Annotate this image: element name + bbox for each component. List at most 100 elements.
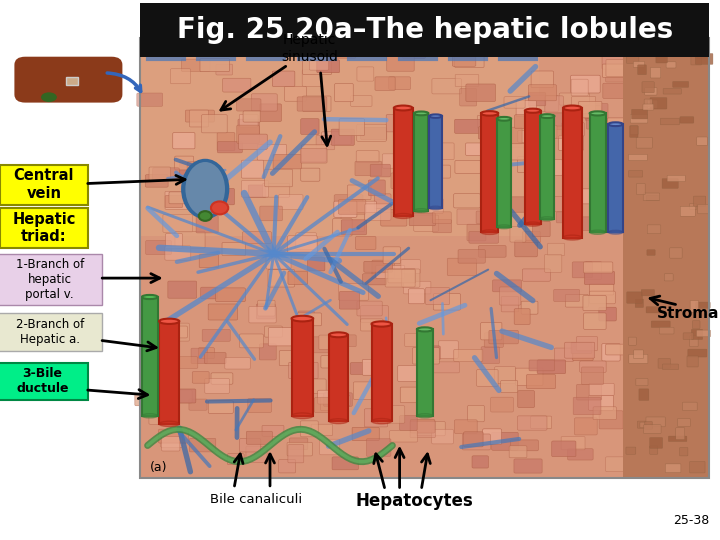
FancyBboxPatch shape: [514, 459, 542, 473]
FancyBboxPatch shape: [301, 168, 320, 181]
FancyBboxPatch shape: [602, 53, 626, 69]
Ellipse shape: [159, 319, 179, 324]
FancyBboxPatch shape: [145, 175, 168, 187]
FancyBboxPatch shape: [541, 160, 562, 176]
FancyBboxPatch shape: [355, 161, 382, 176]
FancyBboxPatch shape: [302, 70, 322, 86]
FancyBboxPatch shape: [557, 212, 581, 223]
FancyBboxPatch shape: [608, 118, 632, 130]
FancyBboxPatch shape: [410, 136, 431, 154]
FancyBboxPatch shape: [416, 422, 445, 436]
FancyBboxPatch shape: [555, 126, 582, 138]
FancyBboxPatch shape: [661, 40, 672, 50]
FancyBboxPatch shape: [426, 287, 450, 305]
FancyBboxPatch shape: [590, 284, 613, 295]
FancyBboxPatch shape: [323, 393, 352, 406]
FancyBboxPatch shape: [243, 111, 261, 122]
FancyBboxPatch shape: [238, 134, 267, 150]
FancyBboxPatch shape: [320, 439, 340, 455]
FancyBboxPatch shape: [504, 97, 525, 108]
FancyBboxPatch shape: [423, 132, 443, 149]
FancyBboxPatch shape: [413, 348, 439, 364]
Bar: [608, 124, 623, 232]
Ellipse shape: [292, 413, 313, 418]
FancyBboxPatch shape: [406, 166, 436, 182]
FancyBboxPatch shape: [649, 437, 662, 448]
FancyBboxPatch shape: [200, 58, 230, 72]
FancyBboxPatch shape: [572, 96, 595, 113]
FancyBboxPatch shape: [476, 211, 497, 224]
FancyBboxPatch shape: [269, 328, 295, 346]
Ellipse shape: [481, 111, 498, 116]
FancyBboxPatch shape: [518, 416, 547, 430]
FancyBboxPatch shape: [481, 322, 502, 340]
FancyBboxPatch shape: [650, 98, 667, 109]
FancyBboxPatch shape: [687, 356, 698, 367]
FancyBboxPatch shape: [454, 349, 483, 361]
FancyBboxPatch shape: [698, 38, 709, 46]
FancyBboxPatch shape: [284, 86, 306, 101]
FancyBboxPatch shape: [626, 447, 636, 454]
FancyBboxPatch shape: [216, 64, 233, 75]
FancyBboxPatch shape: [335, 84, 354, 102]
FancyBboxPatch shape: [537, 360, 566, 374]
FancyBboxPatch shape: [165, 246, 191, 260]
FancyBboxPatch shape: [478, 246, 506, 257]
FancyBboxPatch shape: [606, 457, 633, 471]
FancyBboxPatch shape: [696, 53, 713, 64]
FancyBboxPatch shape: [307, 258, 325, 271]
FancyBboxPatch shape: [386, 114, 411, 132]
FancyBboxPatch shape: [145, 333, 161, 351]
FancyBboxPatch shape: [364, 409, 387, 427]
FancyBboxPatch shape: [329, 395, 350, 406]
FancyBboxPatch shape: [347, 185, 371, 200]
FancyBboxPatch shape: [149, 408, 173, 424]
FancyBboxPatch shape: [680, 117, 694, 123]
Circle shape: [199, 211, 212, 221]
FancyBboxPatch shape: [644, 99, 652, 107]
FancyBboxPatch shape: [647, 249, 655, 255]
FancyBboxPatch shape: [606, 344, 625, 355]
FancyBboxPatch shape: [225, 357, 251, 369]
FancyBboxPatch shape: [528, 85, 557, 101]
FancyBboxPatch shape: [577, 336, 598, 351]
FancyBboxPatch shape: [208, 304, 238, 320]
Ellipse shape: [329, 332, 348, 338]
FancyBboxPatch shape: [517, 157, 544, 172]
FancyBboxPatch shape: [647, 225, 661, 234]
FancyBboxPatch shape: [629, 171, 643, 177]
Ellipse shape: [590, 230, 606, 234]
FancyBboxPatch shape: [531, 71, 554, 87]
Ellipse shape: [142, 295, 158, 299]
FancyBboxPatch shape: [459, 89, 477, 106]
FancyBboxPatch shape: [454, 119, 482, 133]
Text: 25-38: 25-38: [673, 514, 709, 526]
Text: 2-Branch of
Hepatic a.: 2-Branch of Hepatic a.: [16, 318, 84, 346]
FancyBboxPatch shape: [529, 360, 554, 371]
Ellipse shape: [181, 159, 229, 219]
FancyBboxPatch shape: [228, 454, 244, 465]
FancyBboxPatch shape: [528, 92, 546, 106]
FancyBboxPatch shape: [490, 397, 513, 412]
FancyBboxPatch shape: [326, 44, 356, 58]
FancyBboxPatch shape: [438, 341, 458, 359]
FancyBboxPatch shape: [382, 154, 410, 168]
FancyBboxPatch shape: [315, 397, 337, 413]
FancyBboxPatch shape: [585, 261, 601, 280]
FancyBboxPatch shape: [243, 232, 271, 244]
FancyBboxPatch shape: [237, 99, 261, 111]
FancyBboxPatch shape: [630, 126, 638, 134]
Ellipse shape: [429, 206, 442, 210]
FancyBboxPatch shape: [0, 254, 102, 305]
FancyBboxPatch shape: [554, 289, 580, 302]
FancyBboxPatch shape: [662, 364, 678, 369]
FancyBboxPatch shape: [485, 134, 505, 146]
FancyBboxPatch shape: [509, 446, 527, 458]
FancyBboxPatch shape: [691, 329, 703, 340]
FancyBboxPatch shape: [374, 200, 400, 213]
FancyBboxPatch shape: [352, 427, 379, 441]
FancyBboxPatch shape: [481, 347, 500, 363]
FancyBboxPatch shape: [302, 96, 331, 111]
FancyBboxPatch shape: [318, 390, 344, 404]
FancyBboxPatch shape: [311, 424, 333, 436]
